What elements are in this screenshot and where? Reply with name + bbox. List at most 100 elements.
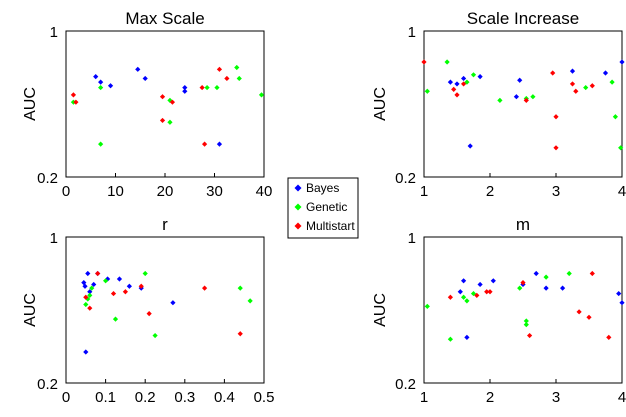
x-tick-label: 0.4 <box>214 389 235 406</box>
y-tick-label-top: 1 <box>50 24 58 41</box>
legend-marker-genetic <box>294 203 302 211</box>
data-point-multistart <box>569 81 576 87</box>
y-axis-label: AUC <box>372 87 389 121</box>
data-point-bayes <box>216 141 223 147</box>
data-point-multistart <box>484 289 490 295</box>
data-point-multistart <box>83 294 89 300</box>
legend: Bayes Genetic Multistart <box>287 177 359 239</box>
data-point-genetic <box>98 141 104 147</box>
x-tick-label: 0 <box>62 183 70 200</box>
data-point-genetic <box>214 84 220 91</box>
data-point-multistart <box>576 309 582 315</box>
data-point-bayes <box>477 74 483 80</box>
y-tick-label-top: 1 <box>408 230 416 247</box>
data-point-multistart <box>553 114 559 120</box>
chart-scale-increase: Scale Increase AUC 1 0.2 1 2 3 4 <box>372 9 626 200</box>
data-point-multistart <box>520 280 526 286</box>
y-tick-label-top: 1 <box>50 230 58 247</box>
data-point-multistart <box>73 99 79 105</box>
data-point-bayes <box>517 77 523 83</box>
chart-title: r <box>162 215 168 234</box>
data-point-multistart <box>146 311 152 317</box>
y-tick-label-bottom: 0.2 <box>395 170 416 187</box>
data-point-multistart <box>122 289 128 295</box>
data-point-multistart <box>447 294 453 300</box>
data-point-bayes <box>182 84 188 91</box>
data-point-genetic <box>234 64 240 71</box>
data-point-genetic <box>447 336 453 342</box>
data-point-bayes <box>93 74 99 80</box>
x-tick-label: 20 <box>157 183 174 200</box>
data-point-bayes <box>447 79 453 85</box>
data-point-genetic <box>204 84 210 91</box>
data-point-genetic <box>497 97 503 103</box>
x-tick-label: 0 <box>62 389 70 406</box>
data-point-multistart <box>216 66 223 72</box>
data-point-genetic <box>236 75 242 82</box>
data-point-multistart <box>224 75 230 82</box>
plot-area <box>65 236 265 384</box>
data-point-multistart <box>169 99 176 105</box>
data-point-genetic <box>618 145 624 151</box>
data-point-multistart <box>523 97 529 103</box>
x-tick-label: 4 <box>618 389 626 406</box>
chart-title: Scale Increase <box>467 9 579 28</box>
data-point-multistart <box>461 81 467 87</box>
data-point-bayes <box>560 285 566 291</box>
data-point-multistart <box>586 314 592 320</box>
data-point-multistart <box>553 145 559 151</box>
data-point-bayes <box>616 290 622 297</box>
x-tick-label: 1 <box>420 183 428 200</box>
data-point-genetic <box>258 92 265 98</box>
data-point-multistart <box>454 92 460 98</box>
chart-m: m AUC 1 0.2 1 2 3 4 <box>372 215 626 406</box>
data-point-multistart <box>550 70 556 76</box>
data-point-multistart <box>474 292 480 298</box>
legend-label-genetic: Genetic <box>306 200 347 214</box>
data-point-multistart <box>199 84 205 91</box>
data-point-genetic <box>523 318 529 324</box>
data-point-multistart <box>589 270 595 277</box>
plot-area <box>423 236 623 384</box>
data-point-multistart <box>202 285 208 291</box>
data-point-genetic <box>470 72 477 78</box>
data-point-bayes <box>490 278 496 284</box>
data-point-bayes <box>142 75 148 82</box>
data-point-multistart <box>159 117 166 124</box>
data-point-genetic <box>167 119 173 125</box>
data-point-bayes <box>98 79 104 85</box>
data-point-multistart <box>110 290 117 297</box>
x-tick-label: 4 <box>618 183 626 200</box>
data-point-bayes <box>135 66 141 72</box>
x-tick-label: 0.3 <box>174 389 195 406</box>
data-point-bayes <box>457 289 463 295</box>
data-point-bayes <box>454 81 460 87</box>
data-point-genetic <box>424 88 430 94</box>
data-point-genetic <box>464 79 470 85</box>
data-point-genetic <box>461 294 467 300</box>
data-point-bayes <box>461 75 467 82</box>
data-point-bayes <box>464 334 470 340</box>
data-point-genetic <box>237 285 243 291</box>
data-point-genetic <box>609 79 615 85</box>
data-point-genetic <box>583 84 589 91</box>
x-tick-label: 0.1 <box>95 389 116 406</box>
data-point-bayes <box>461 278 467 284</box>
y-axis-label: AUC <box>372 293 389 327</box>
data-point-bayes <box>619 300 625 306</box>
data-point-bayes <box>116 276 123 282</box>
data-point-genetic <box>612 114 618 120</box>
x-tick-label: 40 <box>256 183 273 200</box>
data-point-bayes <box>126 283 132 289</box>
data-point-genetic <box>89 285 95 291</box>
data-point-bayes <box>87 289 93 295</box>
data-point-multistart <box>573 88 579 94</box>
data-point-bayes <box>170 300 176 306</box>
data-point-genetic <box>103 278 109 284</box>
plot-area <box>65 30 265 178</box>
x-tick-label: 30 <box>206 183 223 200</box>
data-point-multistart <box>606 334 612 340</box>
data-point-multistart <box>159 94 166 100</box>
data-point-genetic <box>152 332 158 339</box>
